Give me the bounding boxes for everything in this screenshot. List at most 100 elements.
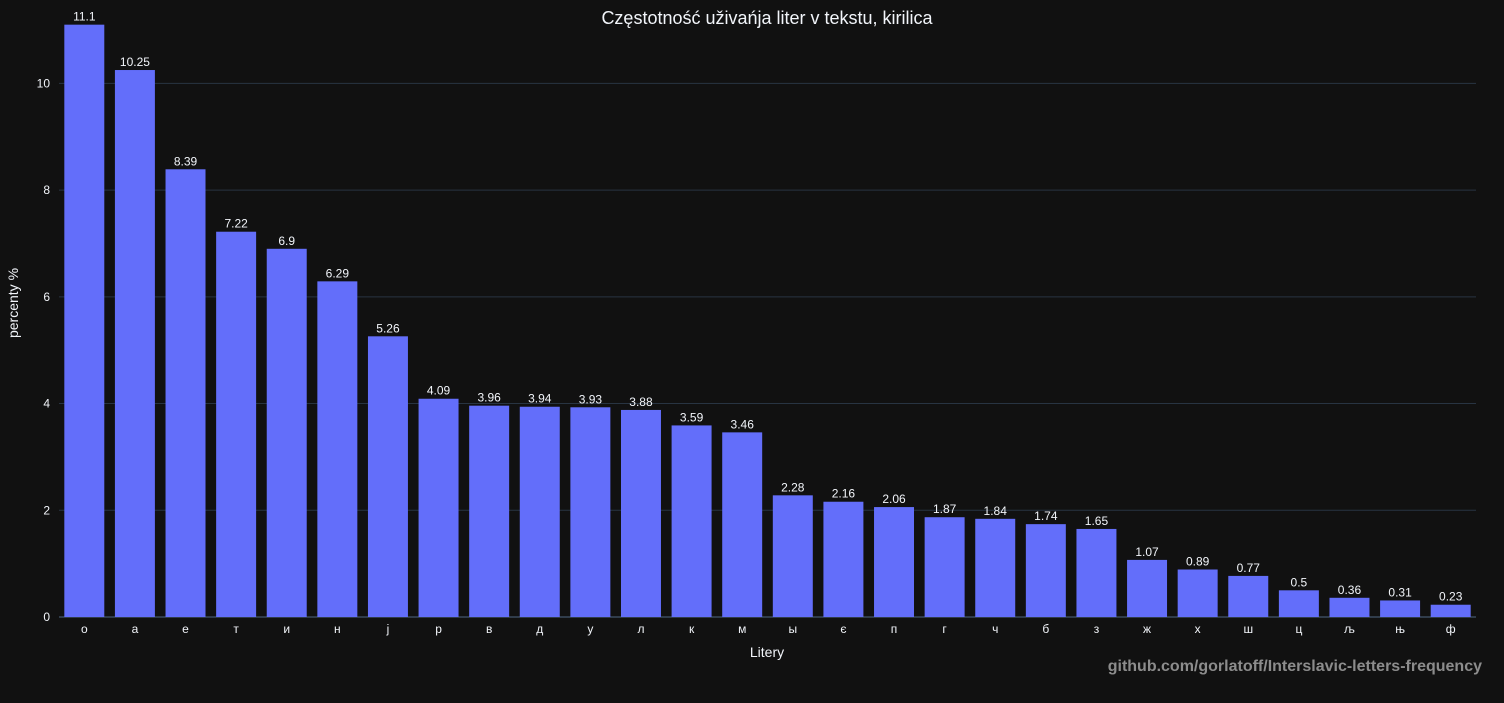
bar[interactable] [924,517,965,617]
bar[interactable] [874,507,915,617]
data-label: 2.16 [832,487,856,501]
bar[interactable] [722,432,763,617]
y-tick-label: 0 [43,610,50,624]
data-label: 0.31 [1388,585,1412,599]
data-label: 5.26 [376,321,400,335]
bar[interactable] [671,425,712,617]
y-axis-ticks: 0 2 4 6 8 10 [37,76,51,624]
bar[interactable] [469,405,510,617]
data-label: 7.22 [224,217,248,231]
bar[interactable] [216,231,257,618]
data-label: 2.28 [781,480,805,494]
bar[interactable] [772,495,813,617]
data-label: 3.94 [528,392,552,406]
data-label: 1.84 [984,504,1008,518]
data-labels: 11.1 10.25 8.39 7.22 6.9 6.29 5.26 4.09 3.96 3.94… [73,10,1463,604]
bar[interactable] [266,248,307,618]
bar[interactable] [317,281,358,617]
data-label: 8.39 [174,154,198,168]
x-tick-label: м [738,622,746,636]
x-tick-label: ы [788,622,797,636]
x-tick-label: р [435,622,442,636]
bar[interactable] [1177,569,1218,617]
x-tick-label: т [233,622,239,636]
data-label: 3.93 [579,392,603,406]
bar[interactable] [418,398,459,617]
data-label: 3.96 [477,391,501,405]
data-label: 0.36 [1338,583,1362,597]
data-label: 11.1 [73,10,96,24]
x-tick-label: њ [1395,622,1405,636]
y-axis-label: percenty % [5,268,21,338]
y-tick-label: 6 [43,290,50,304]
x-tick-label: у [587,622,593,636]
data-label: 0.89 [1186,555,1210,569]
bar[interactable] [1076,528,1117,617]
x-tick-label: ч [992,622,998,636]
x-tick-label: ф [1446,622,1456,636]
x-tick-label: г [942,622,947,636]
x-tick-label: и [283,622,290,636]
y-tick-label: 4 [43,397,50,411]
x-tick-label: е [182,622,189,636]
x-tick-label: ц [1295,622,1302,636]
bar[interactable] [620,409,661,617]
x-tick-label: ж [1143,622,1151,636]
bar[interactable] [1228,575,1269,617]
x-tick-label: є [840,622,846,636]
chart-title: Częstotność uživańja liter v tekstu, kir… [601,8,933,28]
data-label: 0.5 [1291,575,1308,589]
data-label: 1.74 [1034,509,1058,523]
bar[interactable] [519,406,560,617]
x-tick-label: а [132,622,139,636]
bar[interactable] [1430,604,1471,617]
bars [64,24,1471,618]
bar[interactable] [165,169,206,617]
x-tick-label: б [1042,622,1049,636]
data-label: 3.59 [680,410,704,424]
bar[interactable] [570,407,611,617]
y-tick-label: 2 [43,503,50,517]
y-tick-label: 10 [37,76,51,90]
bar[interactable] [114,70,155,617]
x-tick-label: к [689,622,695,636]
x-tick-label: з [1094,622,1100,636]
x-tick-label: д [536,622,543,636]
watermark-text: github.com/gorlatoff/Interslavic-letters… [1108,658,1482,675]
data-label: 1.07 [1135,545,1159,559]
bar[interactable] [1127,559,1168,617]
data-label: 3.46 [731,417,755,431]
data-label: 3.88 [629,395,653,409]
y-tick-label: 8 [43,183,50,197]
x-tick-label: о [81,622,88,636]
x-tick-label: х [1195,622,1201,636]
data-label: 4.09 [427,384,451,398]
x-tick-label: л [637,622,644,636]
bar[interactable] [1025,524,1066,617]
data-label: 6.29 [326,266,350,280]
x-axis-label: Litery [750,644,784,660]
bar[interactable] [367,336,408,617]
bar[interactable] [1329,597,1370,617]
x-tick-label: п [891,622,898,636]
data-label: 0.77 [1237,561,1261,575]
data-label: 1.87 [933,502,957,516]
bar[interactable] [64,24,105,618]
bar[interactable] [1278,590,1319,617]
x-tick-label: ш [1243,622,1253,636]
data-label: 2.06 [882,492,906,506]
bar[interactable] [823,501,864,617]
data-label: 6.9 [278,234,295,248]
data-label: 0.23 [1439,590,1463,604]
x-tick-label: в [486,622,492,636]
bar[interactable] [1380,600,1421,617]
data-label: 10.25 [120,55,150,69]
bar[interactable] [975,518,1016,617]
x-tick-label: н [334,622,341,636]
data-label: 1.65 [1085,514,1109,528]
x-tick-label: ј [386,622,390,636]
x-tick-label: љ [1344,622,1355,636]
